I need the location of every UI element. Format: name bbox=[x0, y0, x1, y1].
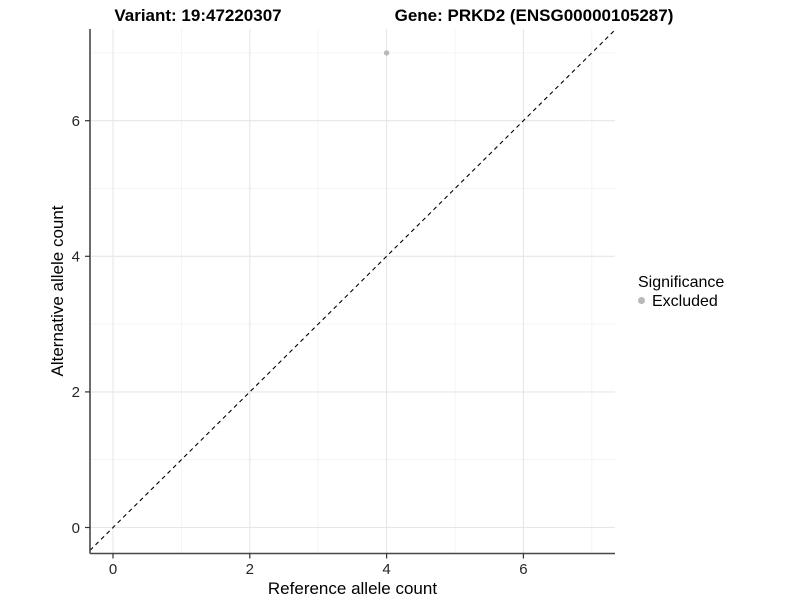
grid-major-lines bbox=[90, 29, 615, 554]
grid-minor-lines bbox=[90, 29, 615, 554]
x-axis-ticks bbox=[112, 553, 525, 559]
x-tick-label-4: 4 bbox=[382, 561, 390, 578]
legend-entry-excluded: Excluded bbox=[652, 293, 718, 310]
axis-lines bbox=[89, 29, 615, 555]
y-tick-label-4: 4 bbox=[72, 249, 80, 266]
y-axis-title: Alternative allele count bbox=[48, 205, 67, 376]
x-tick-label-6: 6 bbox=[519, 561, 527, 578]
legend-title: Significance bbox=[638, 274, 724, 291]
gene-title: Gene: PRKD2 (ENSG00000105287) bbox=[395, 6, 674, 25]
identity-reference-line bbox=[89, 29, 616, 551]
x-axis-title: Reference allele count bbox=[268, 579, 437, 598]
x-tick-label-2: 2 bbox=[246, 561, 254, 578]
y-tick-label-2: 2 bbox=[72, 384, 80, 401]
y-axis-tick-labels: 0 2 4 6 bbox=[72, 113, 80, 537]
y-tick-label-0: 0 bbox=[72, 520, 80, 537]
legend-key-dot-icon bbox=[638, 297, 645, 304]
legend: Significance Excluded bbox=[638, 274, 724, 310]
y-axis-ticks bbox=[85, 120, 90, 529]
x-tick-label-0: 0 bbox=[109, 561, 117, 578]
y-tick-label-6: 6 bbox=[72, 113, 80, 130]
x-axis-tick-labels: 0 2 4 6 bbox=[109, 561, 528, 578]
data-point-excluded bbox=[383, 50, 390, 56]
variant-title: Variant: 19:47220307 bbox=[114, 6, 281, 25]
